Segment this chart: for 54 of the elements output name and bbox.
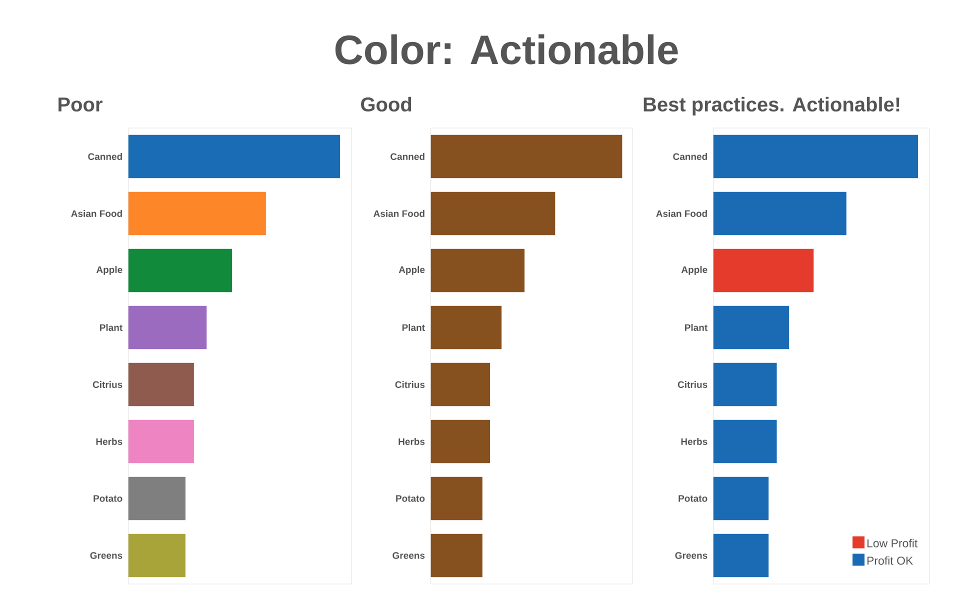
y-tick-label: Citrius bbox=[395, 381, 425, 388]
y-tick-label: Greens bbox=[90, 552, 122, 559]
y-tick-label: Asian Food bbox=[374, 210, 424, 217]
bar bbox=[430, 306, 502, 350]
bar bbox=[430, 476, 482, 520]
bar bbox=[713, 134, 918, 178]
y-tick-label: Citrius bbox=[92, 381, 122, 388]
text: Color: Actionable bbox=[335, 34, 678, 64]
bar bbox=[713, 248, 814, 292]
chart-title: Good bbox=[361, 96, 412, 112]
y-tick-label: Asian Food bbox=[656, 210, 707, 217]
y-tick-label: Asian Food bbox=[71, 210, 122, 217]
bar bbox=[128, 534, 186, 578]
bar bbox=[430, 420, 490, 464]
y-tick-label: Potato bbox=[396, 495, 425, 502]
y-tick-label: Apple bbox=[681, 266, 708, 275]
legend-label: Profit OK bbox=[867, 556, 914, 565]
bar bbox=[713, 476, 769, 520]
bar bbox=[430, 134, 622, 178]
chart-title: Poor bbox=[58, 98, 102, 112]
legend-label: Low Profit bbox=[867, 538, 918, 548]
bar bbox=[713, 306, 790, 350]
y-tick-label: Herbs bbox=[398, 438, 425, 445]
y-tick-label: Herbs bbox=[681, 438, 708, 445]
bar bbox=[430, 248, 525, 292]
y-tick-label: Plant bbox=[402, 324, 425, 331]
bar bbox=[128, 420, 194, 464]
y-tick-label: Greens bbox=[675, 552, 708, 559]
bar bbox=[430, 192, 556, 236]
bar bbox=[128, 362, 194, 406]
y-tick-label: Greens bbox=[392, 552, 425, 559]
bar bbox=[128, 476, 186, 520]
y-tick-label: Canned bbox=[390, 153, 424, 160]
bar bbox=[128, 306, 207, 350]
bar bbox=[128, 134, 340, 178]
y-tick-label: Canned bbox=[673, 153, 707, 160]
chart-title: Best practices. Actionable! bbox=[644, 96, 900, 116]
y-tick-label: Potato bbox=[678, 495, 708, 502]
bar bbox=[713, 362, 777, 406]
y-tick-label: Plant bbox=[685, 324, 708, 331]
y-tick-label: Canned bbox=[88, 153, 122, 160]
bar bbox=[430, 534, 482, 578]
y-tick-label: Plant bbox=[100, 324, 122, 331]
y-tick-label: Herbs bbox=[96, 438, 122, 445]
bar bbox=[128, 248, 232, 292]
y-tick-label: Apple bbox=[96, 266, 122, 275]
bar bbox=[713, 420, 777, 464]
y-tick-label: Citrius bbox=[678, 381, 708, 388]
bar bbox=[713, 534, 769, 578]
bar bbox=[128, 192, 266, 236]
y-tick-label: Potato bbox=[94, 495, 122, 502]
y-tick-label: Apple bbox=[398, 266, 425, 275]
bar bbox=[713, 192, 846, 236]
bar bbox=[430, 362, 490, 406]
